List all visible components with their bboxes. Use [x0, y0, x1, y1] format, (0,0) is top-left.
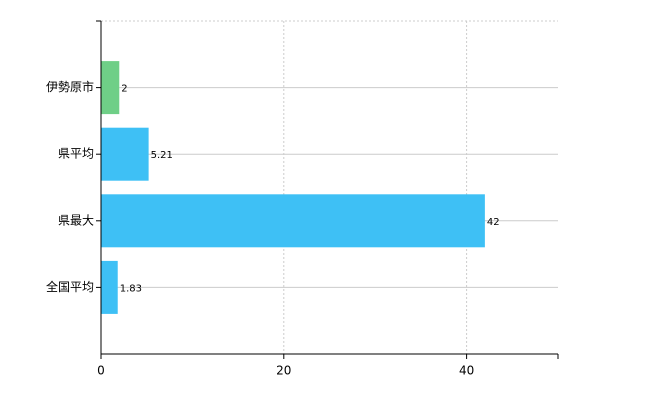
bar [101, 260, 118, 314]
x-tick-label: 20 [276, 364, 291, 378]
value-label: 2 [121, 84, 127, 95]
bar [101, 194, 485, 248]
y-tick-label: 伊勢原市 [46, 79, 94, 94]
value-label: 1.83 [120, 283, 142, 294]
bar [101, 127, 149, 181]
value-label: 5.21 [151, 150, 173, 161]
x-tick-label: 0 [97, 364, 105, 378]
value-label: 42 [487, 217, 500, 228]
bar [101, 61, 120, 115]
y-tick-label: 県平均 [58, 147, 94, 161]
y-tick-label: 全国平均 [46, 279, 94, 294]
x-tick-label: 40 [459, 364, 474, 378]
y-tick-label: 県最大 [58, 213, 94, 227]
